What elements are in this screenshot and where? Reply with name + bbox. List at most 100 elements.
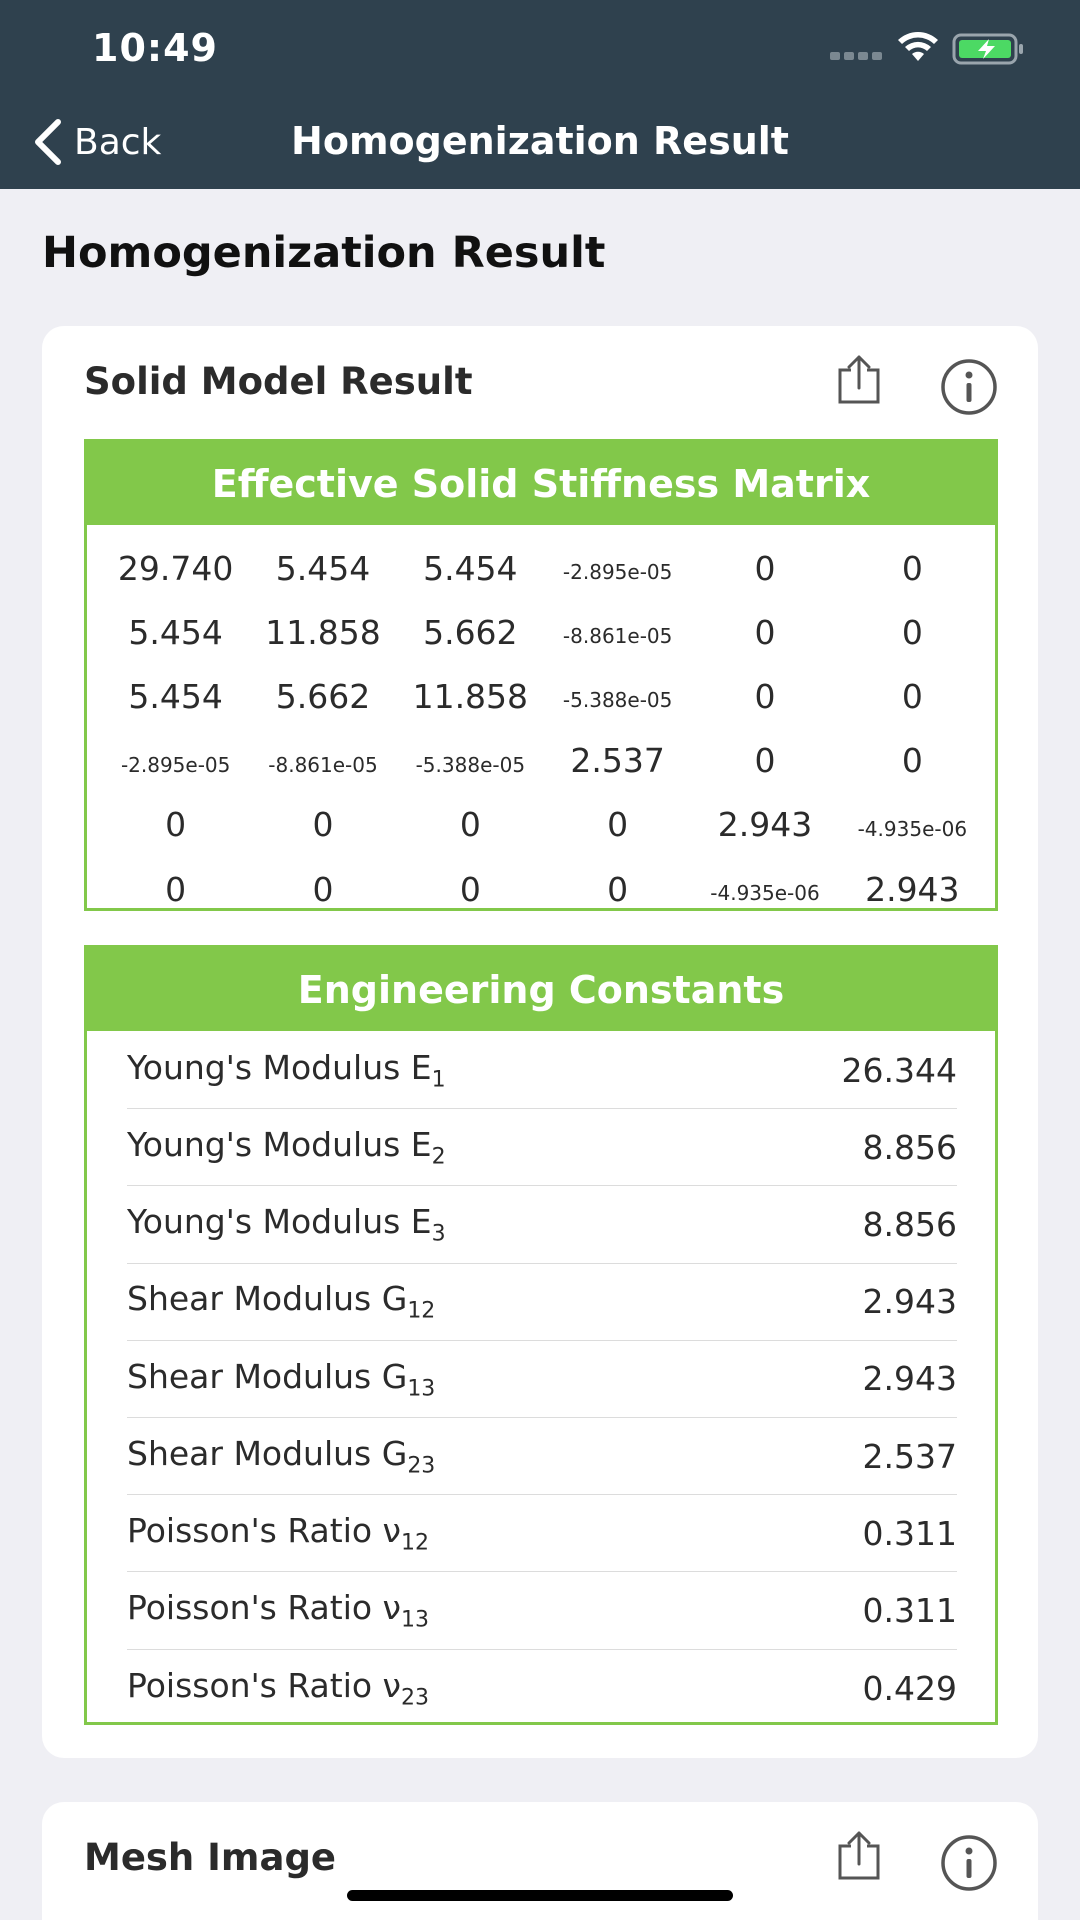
constant-label: Poisson's Ratio ν13 [127, 1588, 429, 1633]
constant-label-subscript: 3 [431, 1221, 446, 1247]
matrix-cell: 0 [901, 741, 923, 781]
back-button[interactable]: Back [30, 117, 161, 167]
constant-label: Shear Modulus G12 [127, 1279, 435, 1324]
card-title: Solid Model Result [84, 360, 473, 403]
matrix-header: Effective Solid Stiffness Matrix [87, 442, 995, 525]
constant-row: Young's Modulus E3 8.856 [127, 1186, 957, 1264]
constants-list: Young's Modulus E1 26.344 Young's Modulus … [127, 1032, 957, 1727]
constant-label-subscript: 13 [400, 1607, 429, 1633]
info-icon[interactable] [940, 1834, 998, 1892]
matrix-cell: 0 [754, 741, 776, 781]
matrix-cell: -5.388e-05 [562, 688, 673, 713]
constant-label: Young's Modulus E3 [127, 1202, 446, 1247]
constant-label-subscript: 23 [407, 1453, 436, 1479]
back-label: Back [74, 121, 162, 163]
solid-model-result-card: Solid Model Result Effective Solid Stiff… [42, 326, 1038, 1758]
status-time: 10:49 [92, 26, 218, 70]
constant-value: 0.429 [862, 1668, 957, 1708]
engineering-constants-panel: Engineering Constants Young's Modulus E1… [84, 945, 998, 1725]
constant-value: 2.943 [862, 1359, 957, 1399]
constant-value: 8.856 [862, 1127, 957, 1167]
matrix-cell: 5.662 [275, 676, 371, 716]
constant-row: Young's Modulus E1 26.344 [127, 1032, 957, 1110]
matrix-cell: -4.935e-06 [710, 881, 820, 906]
constant-label-text: Young's Modulus E [127, 1047, 432, 1087]
matrix-cell: -5.388e-05 [415, 752, 526, 777]
matrix-cell: 0 [754, 676, 776, 716]
page-title: Homogenization Result [42, 228, 606, 278]
navigation-bar: Homogenization Result Back [0, 95, 1080, 189]
matrix-cell: 0 [901, 676, 923, 716]
constant-value: 8.856 [862, 1204, 957, 1244]
constant-label: Poisson's Ratio ν23 [127, 1666, 429, 1711]
constant-label-subscript: 1 [431, 1067, 446, 1093]
matrix-cell: 11.858 [265, 612, 381, 652]
matrix-cell: 5.454 [275, 548, 371, 588]
constant-label-subscript: 2 [431, 1144, 446, 1170]
matrix-cell: 29.740 [117, 548, 234, 588]
matrix-cell: 5.662 [423, 612, 518, 652]
matrix-cell: 0 [607, 805, 629, 845]
constant-row: Shear Modulus G23 2.537 [127, 1418, 957, 1496]
matrix-cell: 0 [165, 869, 187, 909]
constant-value: 0.311 [862, 1513, 957, 1553]
matrix-cell: 0 [901, 612, 923, 652]
constant-label-text: Poisson's Ratio ν [127, 1510, 401, 1550]
home-indicator[interactable] [347, 1890, 733, 1901]
constant-value: 26.344 [841, 1050, 957, 1090]
matrix-cell: 0 [459, 805, 481, 845]
constants-header: Engineering Constants [87, 948, 995, 1031]
signal-icon [830, 52, 882, 60]
constant-row: Shear Modulus G12 2.943 [127, 1264, 957, 1341]
constant-label-subscript: 12 [407, 1298, 436, 1324]
constant-value: 2.537 [862, 1436, 957, 1476]
card-title: Mesh Image [84, 1836, 337, 1879]
matrix-cell: 0 [607, 869, 629, 909]
matrix-cell: 0 [901, 548, 923, 588]
constant-label-subscript: 13 [407, 1376, 436, 1402]
constant-label: Poisson's Ratio ν12 [127, 1511, 429, 1556]
chevron-left-icon [35, 119, 61, 165]
constant-row: Poisson's Ratio ν23 0.429 [127, 1650, 957, 1727]
matrix-cell: -4.935e-06 [857, 816, 968, 841]
wifi-icon [898, 32, 938, 61]
constant-label-text: Poisson's Ratio ν [127, 1588, 401, 1628]
matrix-cell: 11.858 [412, 676, 529, 716]
matrix-cell: 0 [165, 805, 187, 845]
constant-label: Young's Modulus E1 [127, 1048, 446, 1093]
constant-value: 0.311 [862, 1590, 957, 1630]
matrix-cell: 0 [459, 869, 481, 909]
constant-label-text: Young's Modulus E [127, 1202, 432, 1242]
constant-row: Poisson's Ratio ν13 0.311 [127, 1572, 957, 1650]
constant-label: Young's Modulus E2 [127, 1125, 446, 1170]
mesh-image-card: Mesh Image [42, 1802, 1038, 1920]
constant-label-subscript: 12 [400, 1530, 429, 1556]
matrix-cell: -2.895e-05 [562, 560, 673, 585]
constant-label-text: Shear Modulus G [127, 1356, 408, 1396]
matrix-cell: 5.454 [128, 676, 223, 716]
constant-label-subscript: 23 [400, 1685, 429, 1711]
share-icon[interactable] [834, 1830, 884, 1882]
info-icon[interactable] [940, 358, 998, 416]
constant-value: 2.943 [862, 1282, 957, 1322]
constant-label: Shear Modulus G23 [127, 1434, 435, 1479]
stiffness-matrix-grid: 29.740 5.454 5.454 -2.895e-05 0 0 5.454 11.858 5… [102, 536, 986, 921]
matrix-cell: 5.454 [423, 548, 518, 588]
constant-row: Young's Modulus E2 8.856 [127, 1109, 957, 1187]
constant-row: Shear Modulus G13 2.943 [127, 1341, 957, 1418]
matrix-cell: -2.895e-05 [120, 752, 231, 777]
matrix-cell: 2.537 [570, 741, 665, 781]
stiffness-matrix-panel: Effective Solid Stiffness Matrix 29.740 5… [84, 439, 998, 911]
matrix-cell: 2.943 [717, 805, 813, 845]
constant-label-text: Poisson's Ratio ν [127, 1665, 401, 1705]
nav-title: Homogenization Result [291, 119, 789, 163]
battery-charging-icon [952, 33, 1023, 65]
matrix-cell: 0 [312, 805, 334, 845]
constant-label: Shear Modulus G13 [127, 1357, 435, 1402]
matrix-cell: 0 [754, 612, 776, 652]
share-icon[interactable] [834, 354, 884, 406]
matrix-cell: 0 [312, 869, 334, 909]
status-bar: 10:49 [0, 0, 1080, 95]
matrix-cell: -8.861e-05 [268, 752, 378, 777]
matrix-cell: 0 [754, 548, 776, 588]
